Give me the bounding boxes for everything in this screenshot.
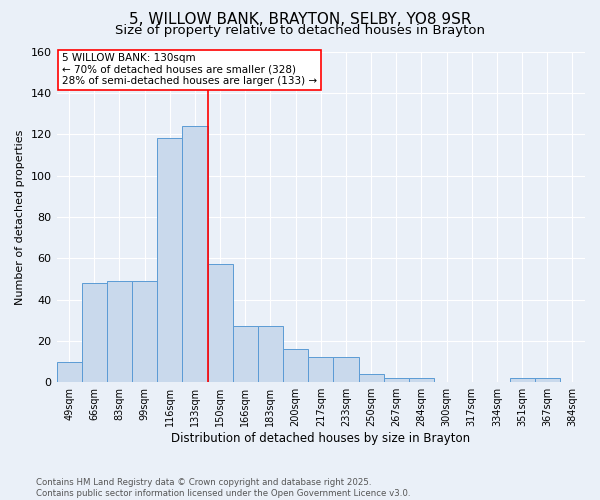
Bar (334, 358, 359, 382)
Bar (182, 126, 208, 382)
Bar (359, 374, 383, 382)
Bar (409, 378, 434, 382)
Bar (107, 281, 132, 382)
Bar (535, 378, 560, 382)
Bar (157, 138, 182, 382)
Bar (56, 362, 82, 382)
Bar (308, 358, 334, 382)
Bar (509, 378, 535, 382)
Bar (82, 283, 107, 382)
Bar (132, 281, 157, 382)
Text: 5, WILLOW BANK, BRAYTON, SELBY, YO8 9SR: 5, WILLOW BANK, BRAYTON, SELBY, YO8 9SR (129, 12, 471, 28)
Bar (383, 378, 409, 382)
Bar (233, 326, 258, 382)
Bar (283, 349, 308, 382)
Bar (208, 264, 233, 382)
Text: Contains HM Land Registry data © Crown copyright and database right 2025.
Contai: Contains HM Land Registry data © Crown c… (36, 478, 410, 498)
Text: Size of property relative to detached houses in Brayton: Size of property relative to detached ho… (115, 24, 485, 37)
Y-axis label: Number of detached properties: Number of detached properties (15, 129, 25, 304)
X-axis label: Distribution of detached houses by size in Brayton: Distribution of detached houses by size … (171, 432, 470, 445)
Text: 5 WILLOW BANK: 130sqm
← 70% of detached houses are smaller (328)
28% of semi-det: 5 WILLOW BANK: 130sqm ← 70% of detached … (62, 53, 317, 86)
Bar (258, 326, 283, 382)
